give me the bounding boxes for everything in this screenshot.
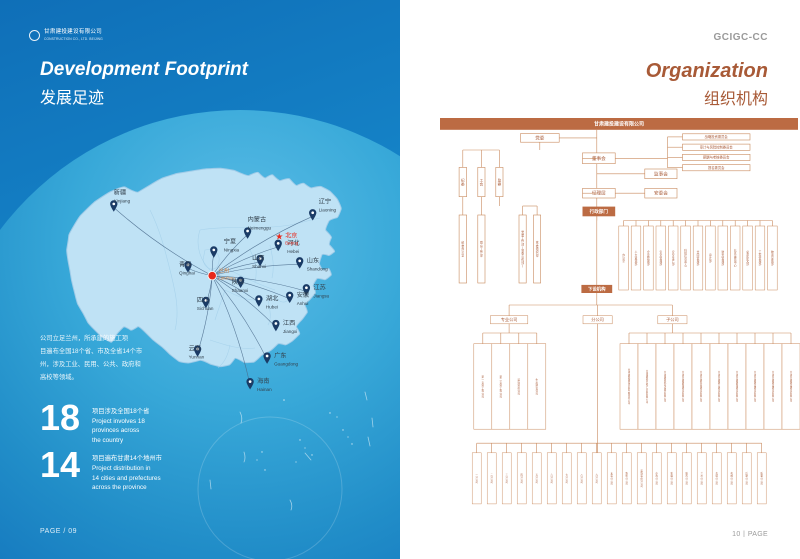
svg-text:部: 部	[721, 262, 724, 266]
svg-text:Ningxia: Ningxia	[224, 248, 240, 253]
svg-text:安徽: 安徽	[297, 291, 310, 299]
svg-text:部: 部	[480, 253, 483, 257]
svg-text:Xinjiang: Xinjiang	[114, 199, 131, 204]
svg-text:): )	[522, 264, 523, 268]
svg-text:战略投资委员会: 战略投资委员会	[705, 134, 729, 139]
svg-text:室: 室	[461, 253, 464, 257]
svg-text:Shanxi: Shanxi	[252, 264, 266, 269]
svg-text:安委会: 安委会	[654, 190, 668, 197]
svg-text:部: 部	[771, 262, 774, 266]
svg-text:审计与风险控制委员会: 审计与风险控制委员会	[700, 144, 734, 149]
svg-text:部: 部	[672, 262, 675, 266]
svg-text:Hubei: Hubei	[266, 305, 278, 310]
svg-text:Hainan: Hainan	[257, 387, 272, 392]
svg-text:察: 察	[498, 181, 502, 186]
svg-text:分公司: 分公司	[591, 316, 604, 323]
svg-text:部: 部	[746, 262, 749, 266]
svg-text:部: 部	[709, 259, 712, 263]
svg-text:Liaoning: Liaoning	[319, 207, 337, 212]
svg-text:Jiangsu: Jiangsu	[313, 293, 329, 298]
svg-text:兰州: 兰州	[218, 267, 229, 275]
svg-text:党委: 党委	[535, 134, 545, 141]
svg-text:辽宁: 辽宁	[319, 197, 331, 205]
svg-text:北京: 北京	[285, 232, 297, 240]
svg-text:Shaanxi: Shaanxi	[232, 288, 249, 293]
svg-text:监事会: 监事会	[654, 170, 668, 177]
svg-text:江苏: 江苏	[313, 283, 325, 291]
svg-text:部: 部	[536, 253, 539, 257]
svg-text:Jiangxi: Jiangxi	[283, 329, 297, 334]
svg-text:Guangdong: Guangdong	[274, 362, 298, 367]
svg-text:部: 部	[647, 262, 650, 266]
svg-text:内蒙古: 内蒙古	[248, 216, 267, 224]
svg-text:Neimenggu: Neimenggu	[248, 226, 272, 231]
svg-text:Shandong: Shandong	[307, 266, 328, 271]
svg-text:子公司: 子公司	[666, 316, 679, 322]
svg-text:下设机构: 下设机构	[588, 285, 606, 292]
svg-text:Hebei: Hebei	[287, 249, 299, 254]
svg-text:薪酬与考核委员会: 薪酬与考核委员会	[703, 155, 730, 160]
svg-text:室: 室	[622, 259, 625, 263]
svg-text:江西: 江西	[283, 320, 295, 327]
svg-text:四川: 四川	[197, 297, 209, 304]
svg-text:★: ★	[275, 232, 283, 242]
svg-text:Qinghai: Qinghai	[179, 270, 195, 275]
svg-text:山东: 山东	[307, 256, 319, 264]
svg-text:青海: 青海	[179, 260, 191, 268]
svg-text:行政部门: 行政部门	[589, 208, 609, 215]
svg-text:心: 心	[684, 264, 687, 268]
svg-text:Beijing: Beijing	[285, 241, 299, 246]
svg-text:部: 部	[659, 262, 662, 266]
svg-text:Sichuan: Sichuan	[197, 306, 214, 311]
svg-text:心: 心	[734, 264, 737, 268]
svg-text:部: 部	[697, 262, 700, 266]
svg-text:委: 委	[461, 181, 465, 186]
svg-text:会: 会	[480, 181, 484, 186]
svg-text:专业公司: 专业公司	[501, 316, 518, 323]
svg-text:宁夏: 宁夏	[224, 238, 236, 246]
svg-text:部: 部	[635, 262, 638, 266]
svg-text:广东: 广东	[274, 352, 286, 360]
svg-text:新疆: 新疆	[114, 189, 126, 197]
svg-text:部: 部	[759, 262, 762, 266]
svg-text:山西: 山西	[252, 254, 264, 262]
svg-text:提名委员会: 提名委员会	[708, 165, 725, 170]
svg-text:Anhui: Anhui	[297, 301, 309, 306]
svg-text:Lanzhou: Lanzhou	[218, 276, 235, 281]
svg-text:甘肃建投建设有限公司: 甘肃建投建设有限公司	[594, 121, 644, 128]
svg-text:湖北: 湖北	[266, 295, 279, 303]
